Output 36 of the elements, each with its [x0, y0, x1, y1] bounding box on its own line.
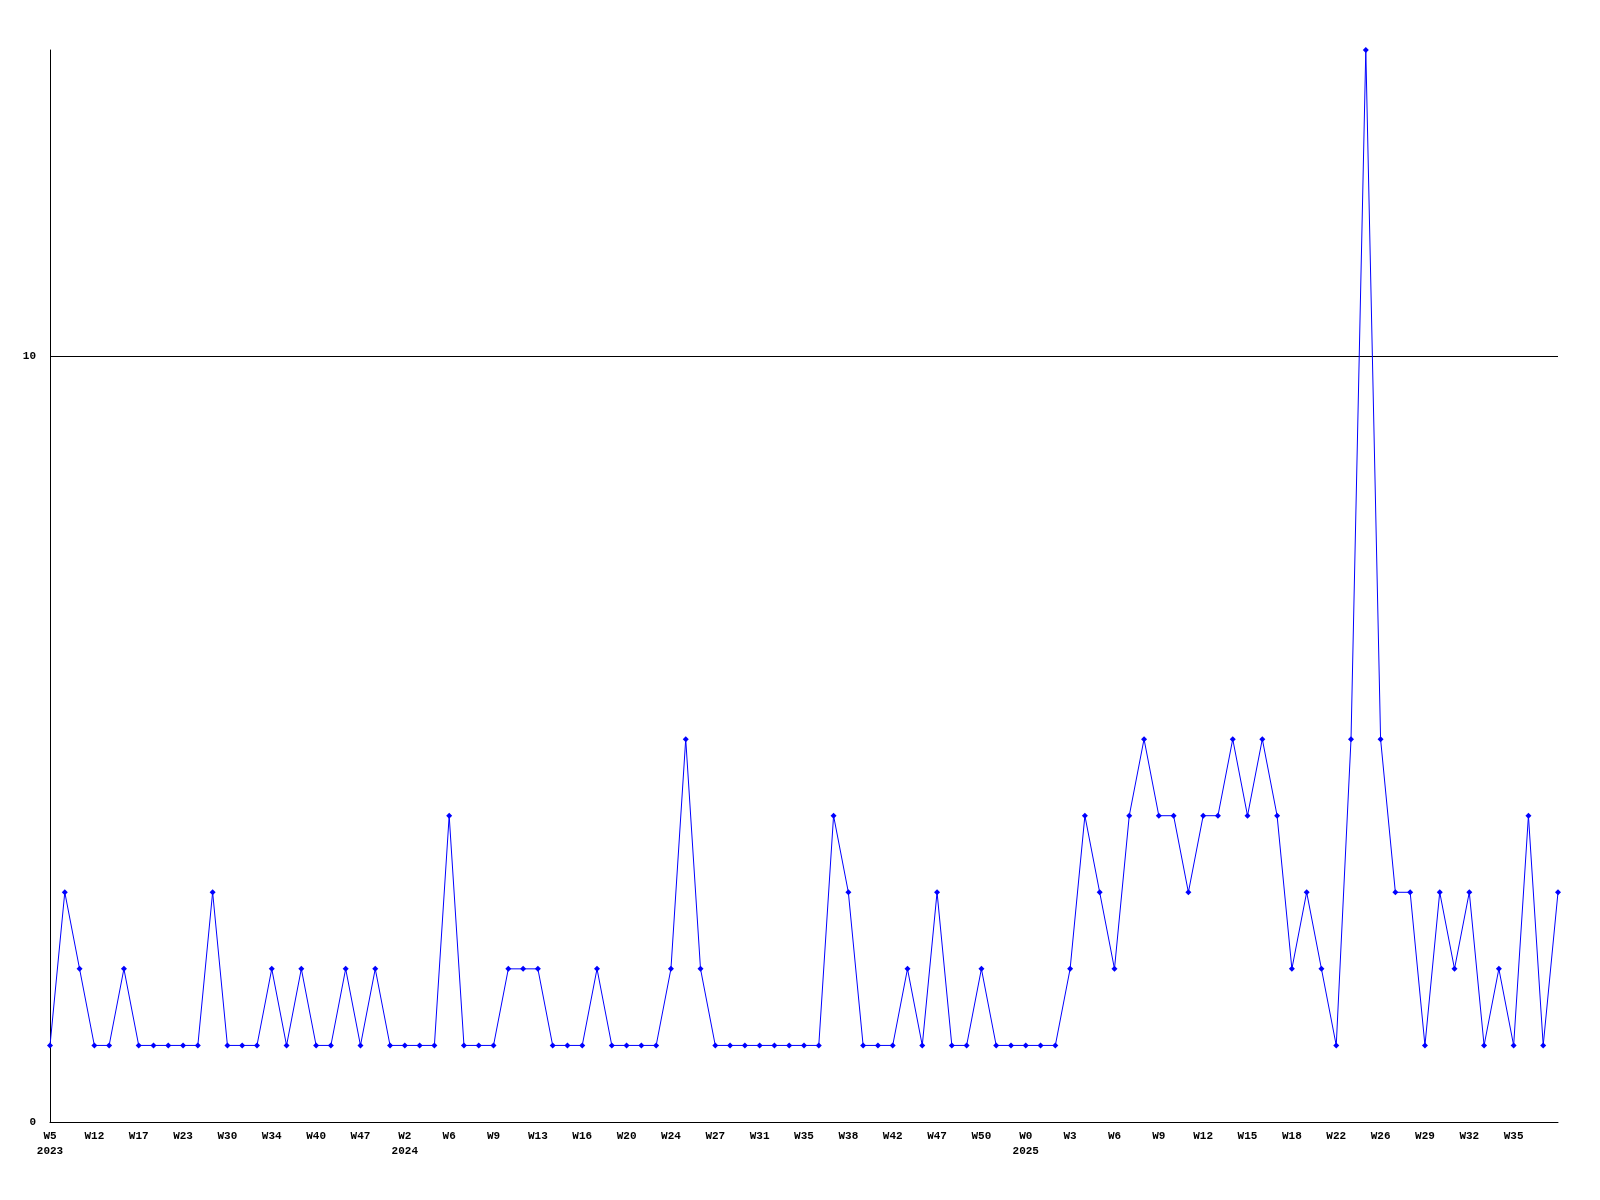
x-tick-label: W9 — [1152, 1129, 1166, 1142]
x-tick-label: W35 — [1503, 1129, 1524, 1142]
x-tick-label: W17 — [128, 1129, 149, 1142]
x-tick-label: W9 — [486, 1129, 501, 1142]
x-tick-label: W16 — [572, 1129, 593, 1142]
x-tick-label: W27 — [705, 1129, 726, 1142]
x-tick-label: W12 — [1193, 1129, 1214, 1142]
x-tick-label: W30 — [217, 1129, 238, 1142]
x-tick-label: W42 — [882, 1129, 903, 1142]
x-tick-label: W47 — [927, 1129, 947, 1142]
x-tick-label: W23 — [173, 1129, 194, 1142]
x-tick-label: W34 — [261, 1129, 283, 1142]
x-tick-label: W24 — [661, 1129, 682, 1142]
x-tick-label: W40 — [306, 1129, 327, 1142]
y-tick-label: 10 — [22, 350, 36, 363]
x-tick-label: W22 — [1326, 1129, 1347, 1142]
x-tick-label: W47 — [350, 1129, 371, 1142]
x-tick-label: W50 — [971, 1129, 992, 1142]
x-tick-label: W15 — [1237, 1129, 1258, 1142]
x-tick-label: W32 — [1459, 1129, 1480, 1142]
x-tick-label: W6 — [442, 1129, 456, 1142]
x-tick-label: W18 — [1281, 1129, 1303, 1142]
x-tick-label: W12 — [84, 1129, 105, 1142]
x-tick-label: W0 2025 — [1012, 1129, 1040, 1157]
x-tick-label: W35 — [794, 1129, 815, 1142]
x-tick-label: W2 2024 — [391, 1129, 419, 1157]
x-tick-label: W31 — [749, 1129, 770, 1142]
x-tick-label: W3 — [1063, 1129, 1078, 1142]
x-tick-label: W5 2023 — [36, 1129, 64, 1157]
y-tick-label: 0 — [29, 1116, 36, 1128]
x-tick-label: W20 — [616, 1129, 637, 1142]
x-tick-label: W26 — [1370, 1129, 1391, 1142]
x-tick-label: W13 — [527, 1129, 549, 1142]
x-tick-label: W29 — [1415, 1129, 1435, 1142]
x-tick-label: W38 — [838, 1129, 859, 1142]
x-tick-label: W6 — [1107, 1129, 1122, 1142]
